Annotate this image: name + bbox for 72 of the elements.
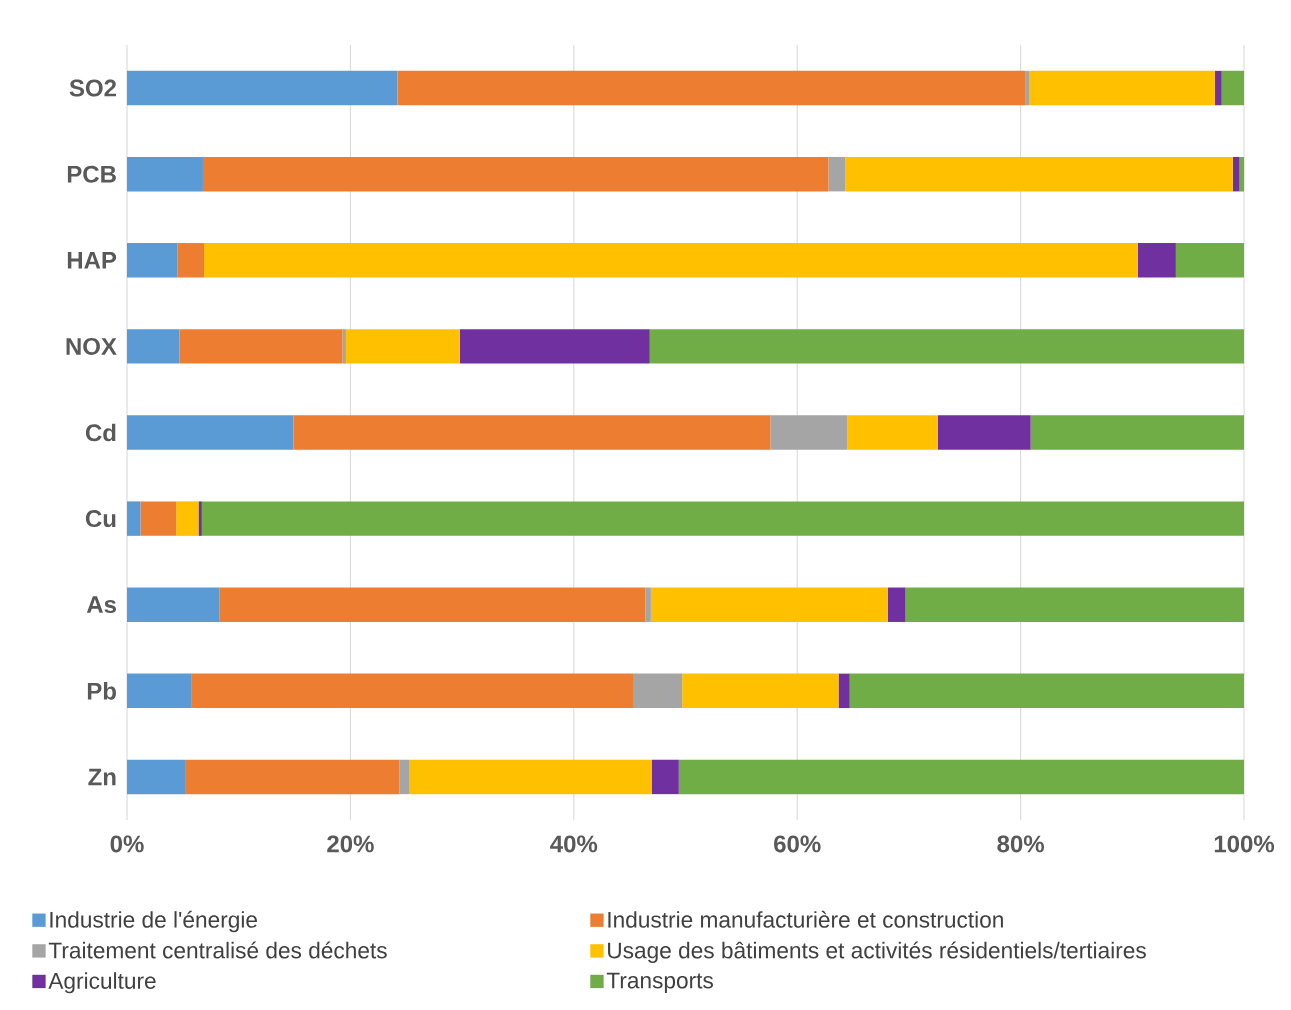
bar <box>204 243 1138 278</box>
bar <box>887 587 906 622</box>
bar <box>649 329 1245 364</box>
bar <box>140 501 177 536</box>
bar <box>847 415 938 450</box>
x-tick-label: 60% <box>774 835 821 853</box>
legend-label: Agriculture <box>48 972 156 994</box>
bar <box>185 759 400 795</box>
bar <box>198 501 202 536</box>
bar <box>176 501 199 536</box>
bar <box>345 329 460 364</box>
bar <box>127 156 203 192</box>
bar <box>1175 243 1245 278</box>
bar <box>409 759 652 795</box>
bar <box>845 156 1233 192</box>
x-tick-label: 40% <box>550 835 598 853</box>
bar <box>127 243 178 278</box>
bar <box>127 501 141 536</box>
bar <box>219 587 646 622</box>
bar <box>1029 70 1215 106</box>
bar <box>201 501 1245 536</box>
bar <box>652 759 679 795</box>
bar <box>849 673 1245 709</box>
legend-label: Industrie de l'énergie <box>50 910 257 933</box>
y-tick-label: NOX <box>66 337 117 355</box>
bar <box>1221 70 1245 106</box>
bar <box>459 329 650 364</box>
bar <box>293 415 771 450</box>
bar <box>678 759 1245 795</box>
legend-label: Traitement centralisé des déchets <box>48 941 387 959</box>
y-tick-label: HAP <box>67 252 117 269</box>
x-tick-label: 20% <box>327 835 374 853</box>
bar <box>179 329 343 364</box>
legend-label: Transports <box>606 972 713 993</box>
bar <box>838 673 850 709</box>
bar <box>342 329 346 364</box>
bar <box>127 70 398 106</box>
legend-label: Usage des bâtiments et activités résidentiels/tertiaires <box>608 941 1146 963</box>
bar <box>1214 70 1222 106</box>
legend-label: Industrie manufacturière et construction <box>608 910 1003 928</box>
bar <box>1030 415 1245 450</box>
bar <box>202 156 829 192</box>
bar <box>127 329 180 364</box>
y-tick-label: SO2 <box>69 79 116 97</box>
y-tick-label: PCB <box>67 165 116 183</box>
y-tick-label: Cu <box>85 510 116 528</box>
bar <box>937 415 1031 450</box>
x-tick-label: 0% <box>110 835 144 853</box>
bar <box>127 759 186 795</box>
bar <box>1137 243 1176 278</box>
bar <box>177 243 205 278</box>
bar <box>127 415 294 450</box>
bar <box>682 673 839 709</box>
bar <box>905 587 1245 622</box>
bar <box>1025 70 1030 106</box>
y-tick-label: Pb <box>87 682 116 700</box>
bar <box>399 759 410 795</box>
y-tick-label: As <box>86 596 116 614</box>
x-tick-label: 100% <box>1214 835 1275 853</box>
bar <box>645 587 651 622</box>
bar <box>828 156 846 192</box>
bar <box>127 587 220 622</box>
y-tick-label: Cd <box>85 423 116 442</box>
bar <box>191 673 634 709</box>
bar <box>770 415 848 450</box>
bar <box>650 587 888 622</box>
x-tick-label: 80% <box>997 835 1044 853</box>
bar <box>633 673 683 709</box>
bar <box>127 673 192 709</box>
bar <box>1232 156 1240 192</box>
y-tick-label: Zn <box>88 768 116 786</box>
bar <box>397 70 1026 106</box>
